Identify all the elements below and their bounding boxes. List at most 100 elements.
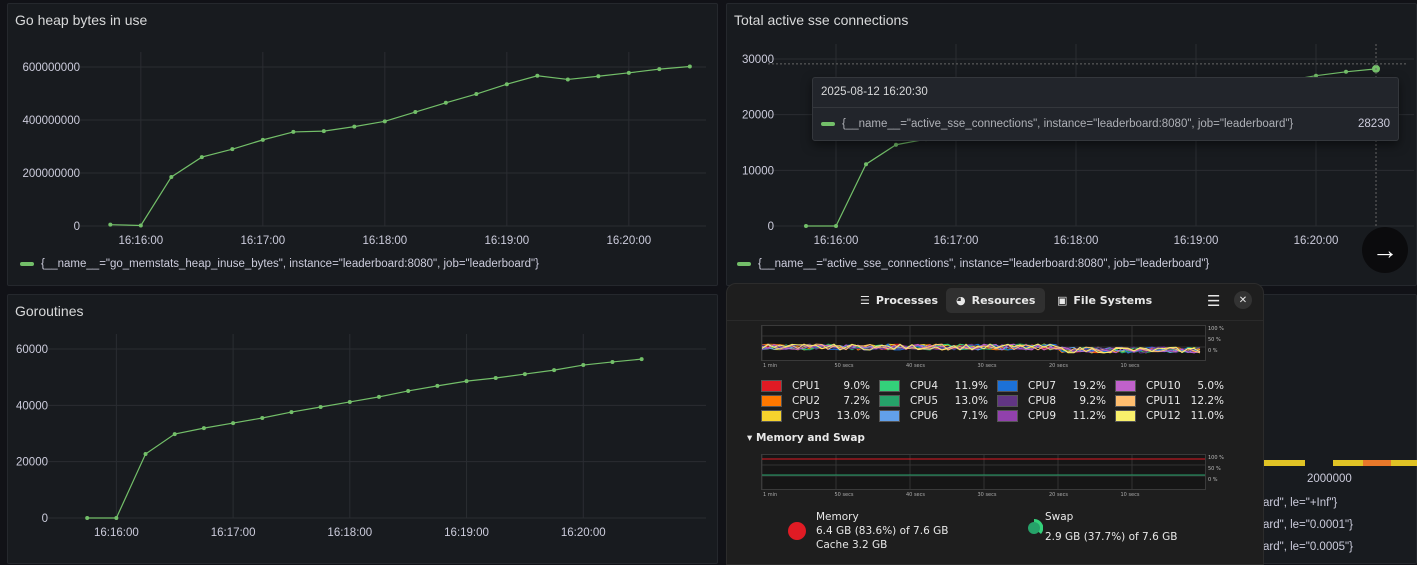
cpu-usage: 9.0% <box>843 380 870 392</box>
cpu-legend-item[interactable]: CPU8 9.2% <box>997 394 1106 408</box>
memory-cache: Cache 3.2 GB <box>816 539 888 551</box>
cpu-name: CPU9 <box>1028 410 1057 422</box>
legend-label: {__name__="go_memstats_heap_inuse_bytes"… <box>41 258 539 270</box>
graph-line <box>761 343 1201 354</box>
legend-item[interactable]: {__name__="active_sse_connections", inst… <box>737 258 1209 270</box>
cpu-usage: 11.0% <box>1190 410 1224 422</box>
cpu-usage: 7.1% <box>961 410 988 422</box>
cpu-usage: 9.2% <box>1079 395 1106 407</box>
graph-time-label: 10 secs <box>1120 492 1140 498</box>
x-tick-label: 2000000 <box>1307 473 1352 485</box>
cpu-color-swatch[interactable] <box>1115 410 1136 422</box>
cpu-color-swatch[interactable] <box>761 395 782 407</box>
graph-percent-label: 50 % <box>1208 337 1221 343</box>
tab-file-systems[interactable]: ▣ File Systems <box>1047 288 1162 313</box>
swap-usage: 2.9 GB (37.7%) of 7.6 GB <box>1045 531 1178 543</box>
tab-label: Processes <box>875 294 939 307</box>
graph-time-label: 1 min <box>763 492 778 498</box>
memory-summary: Memory 6.4 GB (83.6%) of 7.6 GB Cache 3.… <box>788 510 948 552</box>
swap-summary: Swap 2.9 GB (37.7%) of 7.6 GB <box>1025 510 1177 544</box>
cpu-legend-item[interactable]: CPU9 11.2% <box>997 409 1106 423</box>
close-button[interactable]: ✕ <box>1234 291 1252 309</box>
graph-time-label: 40 secs <box>906 492 925 498</box>
series-swatch <box>737 262 751 266</box>
cpu-name: CPU10 <box>1146 380 1181 392</box>
cpu-usage: 13.0% <box>954 395 988 407</box>
graph-time-label: 50 secs <box>834 363 854 369</box>
swap-label: Swap <box>1045 511 1074 523</box>
cpu-name: CPU12 <box>1146 410 1181 422</box>
legend-item[interactable]: {__name__="go_memstats_heap_inuse_bytes"… <box>20 258 539 270</box>
cpu-color-swatch[interactable] <box>997 410 1018 422</box>
tab-processes[interactable]: ☰ Processes <box>850 288 948 313</box>
graph-time-label: 30 secs <box>977 363 997 369</box>
legend-label: {__name__="active_sse_connections", inst… <box>758 258 1210 270</box>
tab-resources[interactable]: ◕ Resources <box>946 288 1046 313</box>
tab-divider <box>727 320 1263 321</box>
cpu-usage: 11.9% <box>954 380 988 392</box>
cpu-color-swatch[interactable] <box>997 395 1018 407</box>
panel-goroutines: Goroutines <box>7 294 718 564</box>
cpu-name: CPU1 <box>792 380 821 392</box>
section-label: Memory and Swap <box>755 432 865 444</box>
cpu-color-swatch[interactable] <box>761 410 782 422</box>
cpu-legend-item[interactable]: CPU12 11.0% <box>1115 409 1224 423</box>
disk-icon: ▣ <box>1057 294 1068 307</box>
tab-bar: ☰ Processes ◕ Resources ▣ File Systems ☰ ✕ <box>727 284 1263 318</box>
cpu-color-swatch[interactable] <box>761 380 782 392</box>
next-button[interactable]: → <box>1362 227 1408 273</box>
cpu-name: CPU6 <box>910 410 939 422</box>
cpu-history-graph <box>761 325 1206 361</box>
graph-time-label: 30 secs <box>977 492 997 498</box>
graph-percent-label: 100 % <box>1208 326 1224 332</box>
memory-history-graph <box>761 454 1206 490</box>
cpu-legend-item[interactable]: CPU10 5.0% <box>1115 379 1224 393</box>
cpu-name: CPU2 <box>792 395 821 407</box>
legend-item[interactable]: ard", le="0.0001"} <box>1263 519 1353 531</box>
panel-title: Total active sse connections <box>734 12 909 28</box>
tooltip-time: 2025-08-12 16:20:30 <box>813 78 1398 108</box>
cpu-legend-item[interactable]: CPU5 13.0% <box>879 394 988 408</box>
list-icon: ☰ <box>860 294 870 307</box>
legend-item[interactable]: ard", le="0.0005"} <box>1263 541 1353 553</box>
cpu-usage: 5.0% <box>1197 380 1224 392</box>
graph-time-label: 20 secs <box>1049 492 1068 498</box>
tooltip-value: 28230 <box>1358 118 1390 130</box>
cpu-legend-item[interactable]: CPU7 19.2% <box>997 379 1106 393</box>
cpu-legend-item[interactable]: CPU11 12.2% <box>1115 394 1224 408</box>
gauge-icon: ◕ <box>956 294 966 307</box>
cpu-color-swatch[interactable] <box>1115 380 1136 392</box>
cpu-name: CPU7 <box>1028 380 1057 392</box>
cpu-usage: 19.2% <box>1072 380 1106 392</box>
histogram-bar <box>1263 460 1305 466</box>
arrow-right-icon: → <box>1372 234 1398 265</box>
legend-item[interactable]: ard", le="+Inf"} <box>1263 497 1338 509</box>
cpu-color-swatch[interactable] <box>997 380 1018 392</box>
tooltip-series-label: {__name__="active_sse_connections", inst… <box>842 118 1294 130</box>
cpu-name: CPU8 <box>1028 395 1057 407</box>
graph-percent-label: 0 % <box>1208 348 1218 354</box>
cpu-color-swatch[interactable] <box>879 380 900 392</box>
hamburger-menu-icon[interactable]: ☰ <box>1207 292 1221 310</box>
memory-pie-icon <box>788 522 806 540</box>
cpu-color-swatch[interactable] <box>879 395 900 407</box>
swap-pie-icon <box>1028 519 1043 534</box>
graph-time-label: 40 secs <box>906 363 925 369</box>
panel-title: Goroutines <box>15 303 84 319</box>
histogram-bar <box>1391 460 1417 466</box>
series-swatch <box>821 122 835 126</box>
memory-swap-section-header[interactable]: ▾ Memory and Swap <box>747 432 865 444</box>
close-icon: ✕ <box>1238 294 1248 306</box>
cpu-name: CPU11 <box>1146 395 1181 407</box>
panel-title: Go heap bytes in use <box>15 12 148 28</box>
cpu-name: CPU3 <box>792 410 821 422</box>
cpu-legend-item[interactable]: CPU6 7.1% <box>879 409 988 423</box>
cpu-color-swatch[interactable] <box>879 410 900 422</box>
memory-label: Memory <box>816 511 859 523</box>
system-monitor-window: ☰ Processes ◕ Resources ▣ File Systems ☰ ✕ … <box>726 283 1264 565</box>
cpu-color-swatch[interactable] <box>1115 395 1136 407</box>
cpu-legend-item[interactable]: CPU1 9.0% <box>761 379 870 393</box>
cpu-legend-item[interactable]: CPU2 7.2% <box>761 394 870 408</box>
cpu-legend-item[interactable]: CPU3 13.0% <box>761 409 870 423</box>
cpu-legend-item[interactable]: CPU4 11.9% <box>879 379 988 393</box>
